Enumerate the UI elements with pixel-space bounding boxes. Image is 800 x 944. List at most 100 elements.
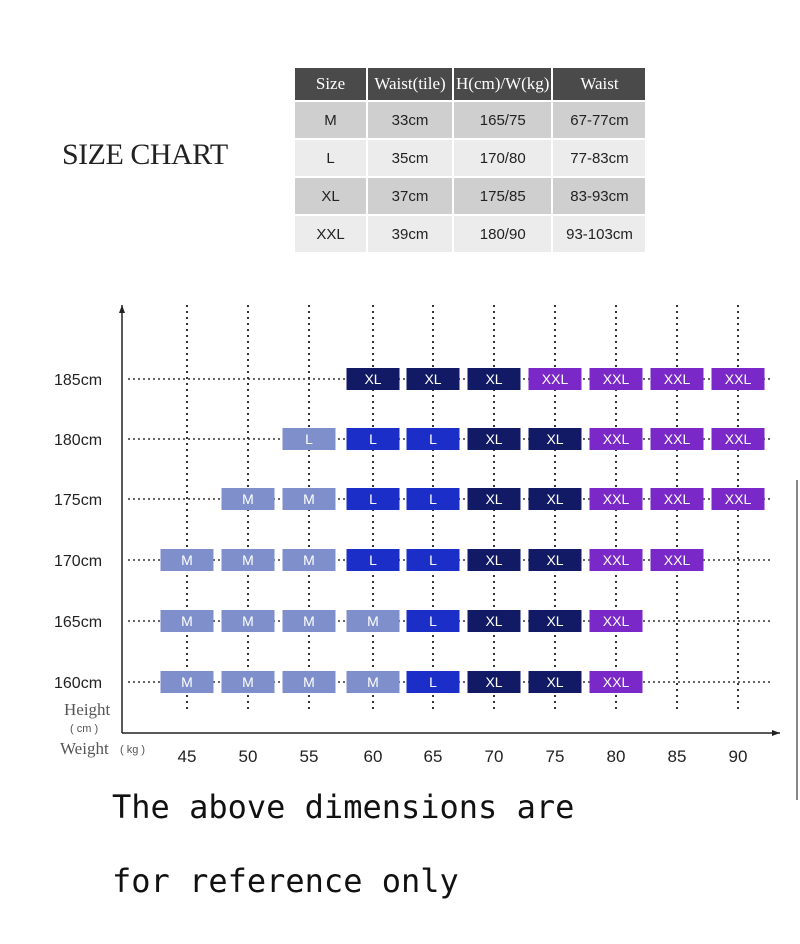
size-cell xyxy=(528,610,582,632)
size-cell-label: XXL xyxy=(725,431,752,447)
size-table: Size Waist(tile) H(cm)/W(kg) Waist M 33c… xyxy=(293,66,647,254)
x-tick-label: 85 xyxy=(668,747,687,766)
size-cell-label: XXL xyxy=(725,491,752,507)
table-cell: L xyxy=(295,140,366,176)
size-cell xyxy=(650,368,704,390)
size-cell xyxy=(589,549,643,571)
size-cell-label: XL xyxy=(546,431,563,447)
page-edge-line xyxy=(796,480,798,800)
size-cell xyxy=(406,610,460,632)
x-axis-title: Weight xyxy=(60,739,109,758)
size-cell-label: XL xyxy=(424,371,441,387)
size-cell-label: XXL xyxy=(603,431,630,447)
size-cell-label: XXL xyxy=(603,371,630,387)
size-cell-label: M xyxy=(242,552,254,568)
size-cell-label: L xyxy=(369,491,377,507)
x-tick-label: 80 xyxy=(607,747,626,766)
table-cell: XL xyxy=(295,178,366,214)
size-cell xyxy=(467,428,521,450)
size-cell-label: M xyxy=(181,613,193,629)
table-cell: 170/80 xyxy=(454,140,552,176)
y-tick-label: 175cm xyxy=(54,492,102,509)
size-cell xyxy=(711,428,765,450)
table-cell: 33cm xyxy=(368,102,452,138)
size-cell-label: L xyxy=(369,552,377,568)
size-cell-label: XXL xyxy=(603,552,630,568)
size-cell-label: XXL xyxy=(664,552,691,568)
size-cell xyxy=(346,368,400,390)
size-chart-title: SIZE CHART xyxy=(62,138,228,171)
size-cell xyxy=(160,610,214,632)
size-cell xyxy=(406,428,460,450)
size-cell xyxy=(711,488,765,510)
size-cell-label: M xyxy=(303,552,315,568)
size-cell xyxy=(282,488,336,510)
size-cell xyxy=(221,549,275,571)
table-cell: M xyxy=(295,102,366,138)
y-axis-unit: ( cm ) xyxy=(70,723,98,735)
size-cell-label: L xyxy=(429,674,437,690)
table-cell: 39cm xyxy=(368,216,452,252)
size-cell xyxy=(406,671,460,693)
size-cell-label: XXL xyxy=(603,613,630,629)
size-cell-label: M xyxy=(303,613,315,629)
size-cell xyxy=(467,671,521,693)
table-cell: XXL xyxy=(295,216,366,252)
table-cell: 175/85 xyxy=(454,178,552,214)
size-cell-label: M xyxy=(242,674,254,690)
size-cell-label: L xyxy=(429,491,437,507)
size-cell xyxy=(589,368,643,390)
size-cell-label: XL xyxy=(485,491,502,507)
size-cell-label: XL xyxy=(364,371,381,387)
table-cell: 83-93cm xyxy=(553,178,646,214)
size-cell xyxy=(528,428,582,450)
size-cell xyxy=(650,549,704,571)
size-cell xyxy=(528,488,582,510)
y-axis-arrow xyxy=(119,305,125,313)
size-cell-label: XXL xyxy=(603,674,630,690)
size-cell-label: M xyxy=(367,674,379,690)
size-cell xyxy=(528,549,582,571)
size-cell-label: M xyxy=(303,491,315,507)
size-cell-label: XL xyxy=(485,431,502,447)
y-tick-label: 185cm xyxy=(54,372,102,389)
table-cell: 67-77cm xyxy=(553,102,646,138)
size-cell-label: XXL xyxy=(664,371,691,387)
size-cell-label: L xyxy=(305,431,313,447)
size-cell xyxy=(346,488,400,510)
size-cell-label: XL xyxy=(485,552,502,568)
y-axis-title: Height xyxy=(64,700,111,719)
size-cell-label: M xyxy=(181,552,193,568)
size-cell-label: L xyxy=(429,431,437,447)
x-tick-label: 65 xyxy=(424,747,443,766)
x-axis-arrow xyxy=(772,730,780,736)
size-cell-label: XL xyxy=(546,491,563,507)
size-cell-label: M xyxy=(242,613,254,629)
size-cell xyxy=(346,671,400,693)
size-cell xyxy=(282,671,336,693)
footnote-line-1: The above dimensions are xyxy=(112,788,575,826)
size-cell xyxy=(160,549,214,571)
table-cell: 93-103cm xyxy=(553,216,646,252)
table-cell: 165/75 xyxy=(454,102,552,138)
x-tick-label: 50 xyxy=(239,747,258,766)
table-row: XL 37cm 175/85 83-93cm xyxy=(295,178,646,214)
size-cell xyxy=(406,488,460,510)
x-tick-label: 55 xyxy=(300,747,319,766)
x-tick-label: 45 xyxy=(178,747,197,766)
table-row: XXL 39cm 180/90 93-103cm xyxy=(295,216,646,252)
size-cell xyxy=(406,368,460,390)
x-tick-label: 90 xyxy=(729,747,748,766)
size-cell xyxy=(589,671,643,693)
size-cell xyxy=(589,428,643,450)
size-cell-label: M xyxy=(242,491,254,507)
size-cell-label: L xyxy=(429,552,437,568)
x-tick-label: 70 xyxy=(485,747,504,766)
size-cell xyxy=(221,488,275,510)
header-waist-tile: Waist(tile) xyxy=(368,68,452,100)
size-cell xyxy=(221,610,275,632)
size-cell xyxy=(650,428,704,450)
y-tick-label: 180cm xyxy=(54,432,102,449)
size-cell-label: XL xyxy=(485,674,502,690)
size-cell xyxy=(467,549,521,571)
